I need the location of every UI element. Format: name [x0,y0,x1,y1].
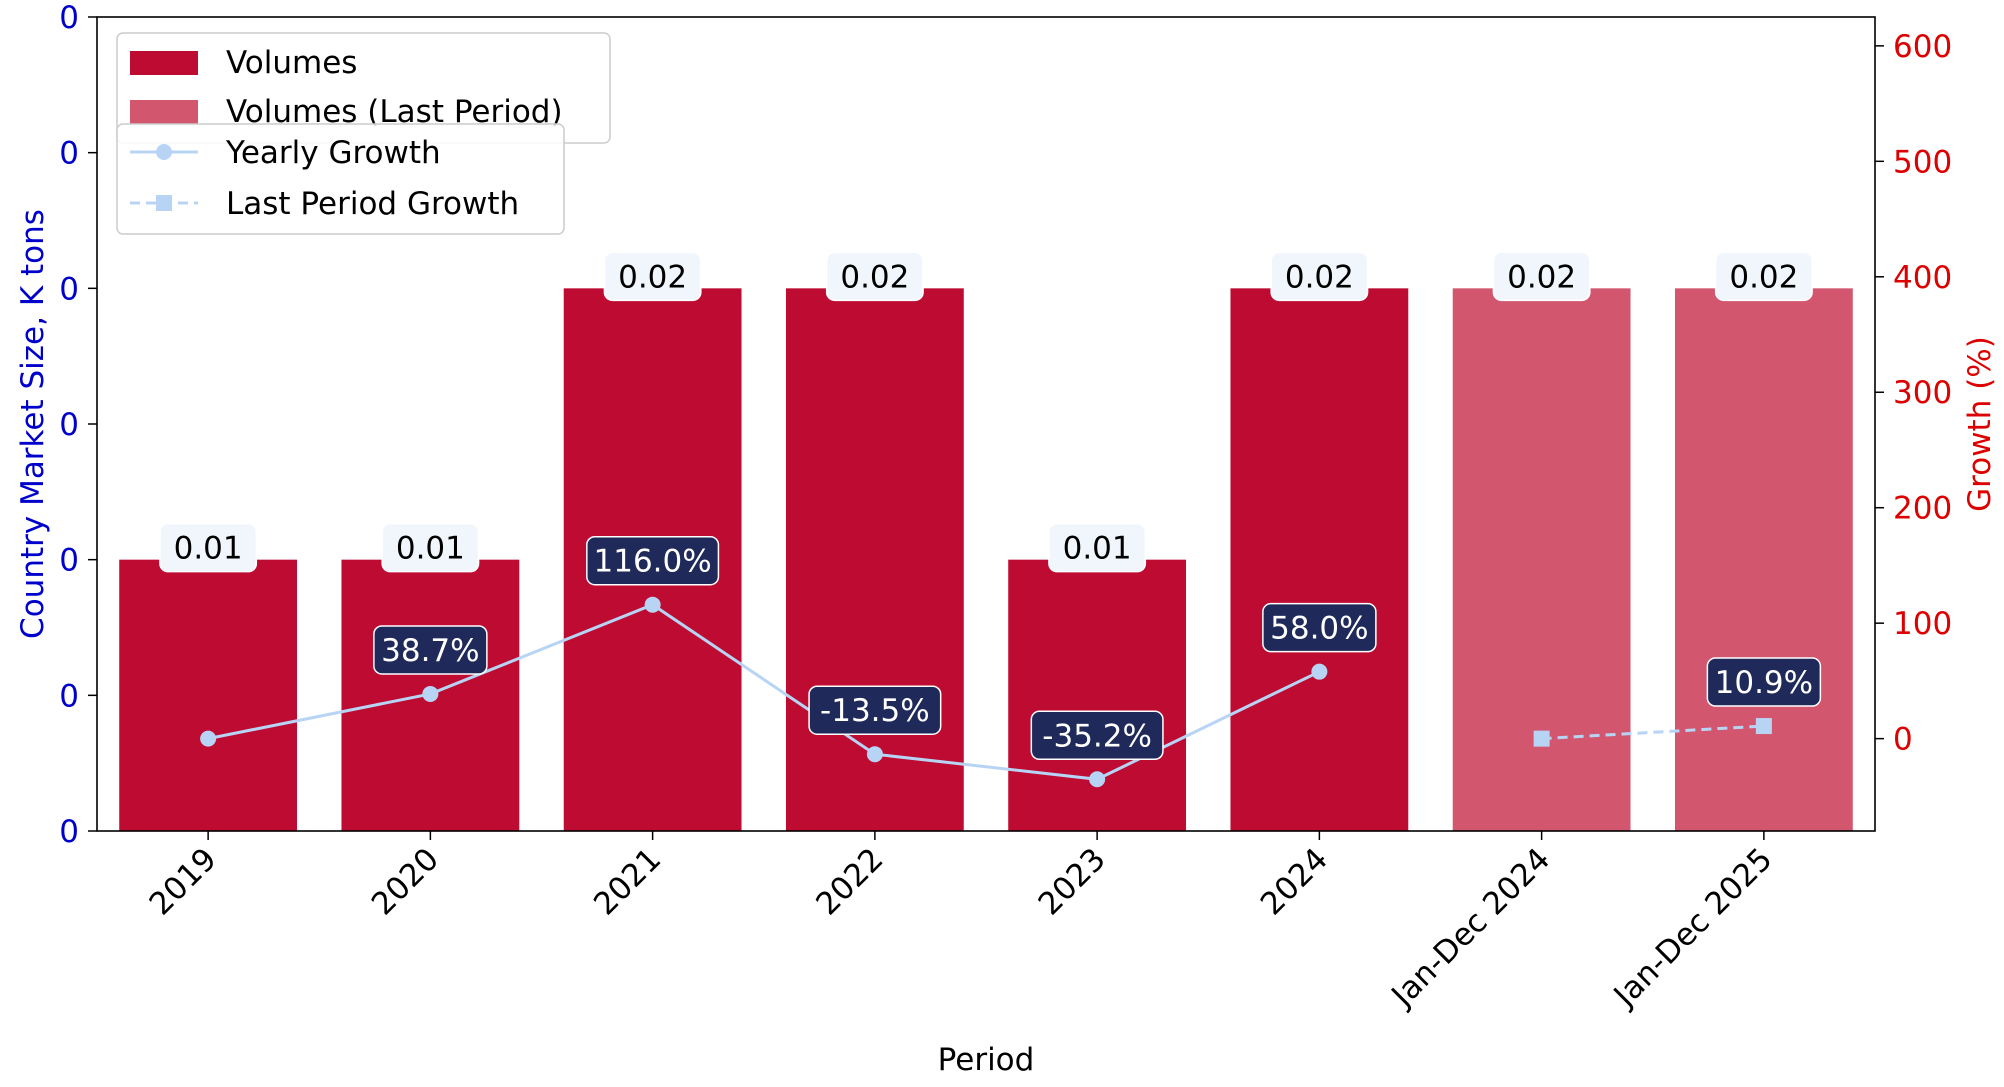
left-tick-label-5: 0 [59,136,79,172]
growth-label-3-7: 10.9% [1715,665,1813,701]
growth-label-2-3: -13.5% [820,693,930,729]
growth-point-2-3 [866,746,883,763]
data-labels-layer: 0.01 0.01 0.02 0.02 0.01 0.02 0.02 0.02 38.7% 116… [159,251,1822,761]
x-tick-label-1: 2020 [365,841,446,922]
growth-label-box-3-7 [1706,657,1822,707]
bar-label-1-6: 0.02 [1507,259,1576,295]
growth-point-2-5 [1311,663,1328,680]
growth-point-2-1 [422,685,439,702]
growth-label-2-4: -35.2% [1042,718,1152,754]
left-tick-label-2: 0 [59,543,79,579]
right-tick-label-1: 100 [1893,606,1952,642]
bar-label-box-0-2 [603,251,702,302]
growth-label-box-2-3 [808,685,942,735]
x-tick-label-2: 2021 [587,841,668,922]
bar-1-6 [1452,288,1631,831]
x-axis-label: Period [938,1042,1035,1078]
growth-point-3-7 [1755,718,1772,735]
right-tick-label-3: 300 [1893,375,1952,411]
left-tick-label-6: 0 [59,0,79,36]
left-tick-label-1: 0 [59,678,79,714]
bars-layer [119,288,1853,831]
bar-label-0-1: 0.01 [396,531,465,567]
right-axis-label: Growth (%) [1962,336,1998,512]
left-tick-label-3: 0 [59,407,79,443]
bar-0-4 [1008,559,1187,831]
growth-label-2-5: 58.0% [1270,611,1368,647]
bar-label-0-2: 0.02 [618,259,687,295]
bar-label-box-0-1 [381,522,480,573]
legend-lines: Yearly Growth Last Period Growth [116,123,565,235]
bar-label-0-0: 0.01 [174,531,243,567]
growth-point-2-0 [200,730,217,747]
growth-label-2-2: 116.0% [594,544,712,580]
legend-marker-last-period-growth [156,195,172,211]
growth-lines-layer [200,596,1772,788]
right-tick-label-0: 0 [1893,722,1913,758]
growth-point-2-4 [1089,771,1106,788]
legend-label-last-period-growth: Last Period Growth [226,186,519,222]
bar-label-1-7: 0.02 [1729,259,1798,295]
legend-swatch-volumes [130,51,198,75]
x-tick-label-6: Jan-Dec 2024 [1384,841,1558,1015]
x-tick-label-5: 2024 [1254,841,1335,922]
legend-swatch-volumes-last-period [130,100,198,124]
x-tick-label-0: 2019 [143,841,224,922]
bar-label-box-1-6 [1492,251,1591,302]
right-tick-label-5: 500 [1893,144,1952,180]
bar-label-box-0-4 [1048,522,1147,573]
legend-label-yearly-growth: Yearly Growth [225,135,441,171]
bar-label-0-3: 0.02 [840,259,909,295]
legend-lines-frame [116,123,565,235]
left-tick-label-0: 0 [59,814,79,850]
legend-label-volumes: Volumes [226,45,357,81]
left-axis-label: Country Market Size, K tons [15,209,51,639]
growth-point-2-2 [644,596,661,613]
bar-label-box-0-0 [159,522,258,573]
right-tick-label-4: 400 [1893,260,1952,296]
bar-1-7 [1674,288,1853,831]
x-tick-label-3: 2022 [809,841,890,922]
growth-line-3 [1541,724,1764,741]
x-tick-label-4: 2023 [1032,841,1113,922]
x-tick-label-7: Jan-Dec 2025 [1606,841,1780,1015]
growth-label-box-2-4 [1030,710,1164,761]
bar-0-5 [1230,288,1409,831]
bar-0-0 [119,559,298,831]
left-tick-label-4: 0 [59,271,79,307]
growth-point-3-6 [1533,730,1550,747]
bar-label-box-0-3 [825,251,924,302]
growth-label-box-2-1 [373,625,488,675]
legend-marker-yearly-growth [156,144,172,160]
bar-label-0-4: 0.01 [1063,531,1132,567]
bar-label-0-5: 0.02 [1285,259,1354,295]
growth-label-box-2-5 [1262,602,1377,653]
bar-0-3 [785,288,964,831]
growth-label-box-2-2 [586,535,720,586]
growth-label-2-1: 38.7% [381,633,479,669]
bar-label-box-1-7 [1714,251,1813,302]
right-tick-label-2: 200 [1893,491,1952,527]
bar-label-box-0-5 [1270,251,1369,302]
right-tick-label-6: 600 [1893,29,1952,65]
growth-line-2 [207,603,1321,781]
